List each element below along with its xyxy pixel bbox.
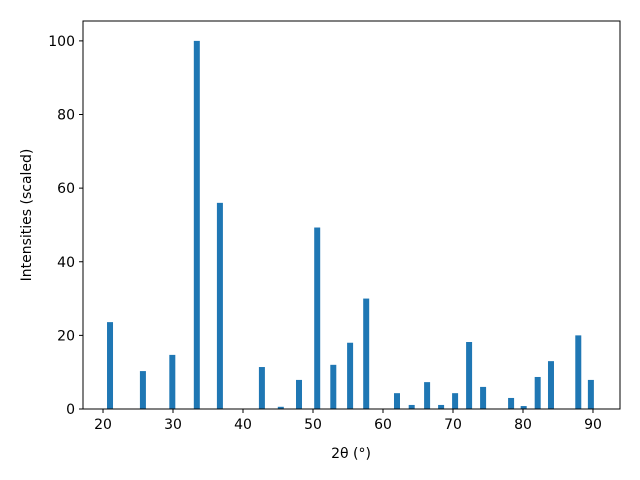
bar (466, 342, 473, 409)
bar (508, 397, 515, 409)
x-tick-label: 50 (304, 417, 322, 433)
x-tick-label: 80 (514, 417, 532, 433)
y-tick-label: 0 (66, 402, 75, 418)
bar (363, 298, 370, 409)
x-tick-label: 70 (444, 417, 462, 433)
y-tick-label: 20 (57, 328, 75, 344)
x-tick-label: 90 (584, 417, 602, 433)
y-axis-label: Intensities (scaled) (19, 149, 35, 282)
y-tick-label: 80 (57, 108, 75, 124)
bar (452, 393, 459, 409)
bar (296, 379, 303, 409)
bar (330, 364, 337, 409)
bar (139, 371, 146, 409)
bar (393, 393, 400, 409)
plot-frame (82, 20, 621, 410)
bar (534, 376, 541, 409)
bar (216, 202, 223, 409)
y-tick-label: 100 (48, 34, 75, 50)
bar (193, 40, 200, 409)
bar (107, 322, 114, 409)
bar (547, 361, 554, 409)
bar (169, 354, 176, 409)
bar (480, 386, 487, 409)
bar (408, 404, 415, 409)
x-tick-label: 60 (374, 417, 392, 433)
bar (520, 406, 527, 409)
bar (424, 382, 431, 409)
bar (438, 404, 445, 409)
bar (314, 227, 321, 409)
bar (277, 406, 284, 409)
bar (575, 335, 582, 409)
x-tick-label: 30 (164, 417, 182, 433)
x-axis-label: 2θ (°) (331, 446, 371, 462)
y-tick-label: 60 (57, 181, 75, 197)
bar (258, 367, 265, 409)
bar (347, 342, 354, 409)
y-tick-label: 40 (57, 255, 75, 271)
x-tick-label: 40 (234, 417, 252, 433)
bar (587, 379, 594, 409)
x-tick-label: 20 (94, 417, 112, 433)
